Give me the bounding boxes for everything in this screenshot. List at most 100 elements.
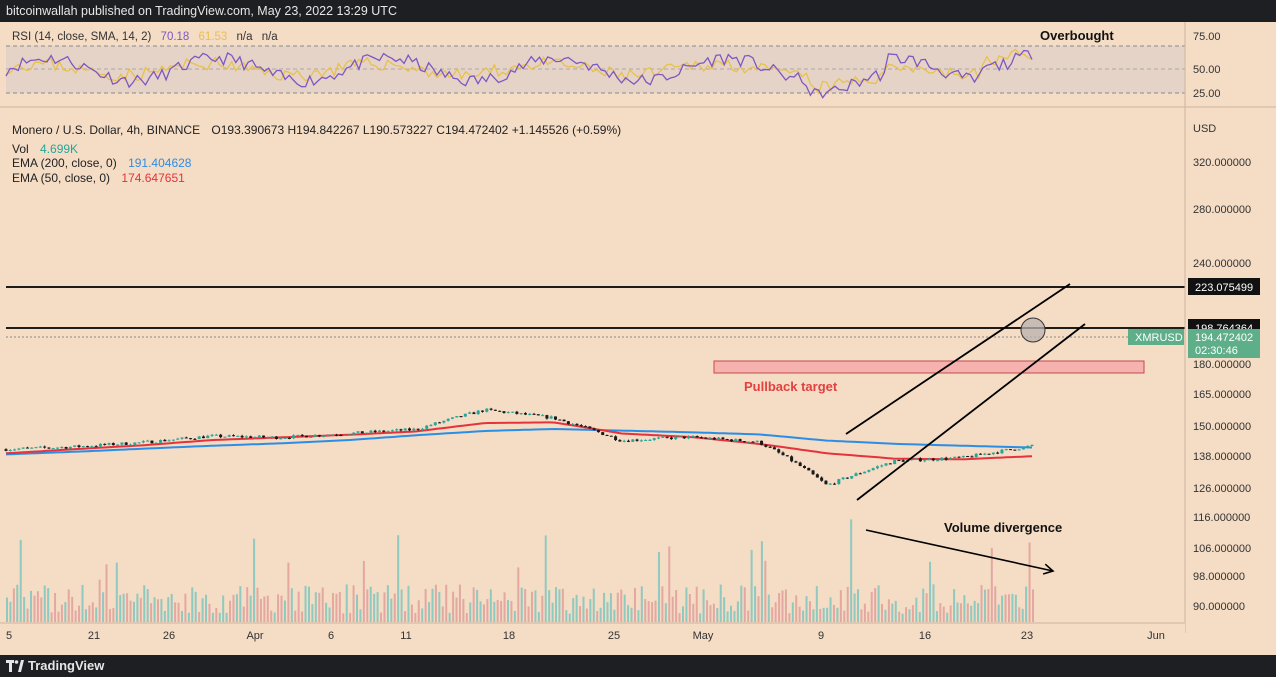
candle bbox=[936, 459, 940, 462]
chart-background bbox=[0, 22, 1276, 655]
volume-bar bbox=[949, 605, 952, 622]
y-tick-240: 240.000000 bbox=[1193, 258, 1251, 270]
volume-bar bbox=[215, 607, 218, 622]
candle bbox=[626, 439, 630, 443]
volume-bar bbox=[126, 593, 129, 622]
symbol-title: Monero / U.S. Dollar, 4h, BINANCE bbox=[12, 123, 200, 137]
volume-bar bbox=[754, 586, 757, 622]
volume-bar bbox=[380, 612, 383, 622]
candle bbox=[815, 473, 819, 478]
volume-bar bbox=[726, 611, 729, 622]
ema200-legend: EMA (200, close, 0) 191.404628 bbox=[12, 156, 192, 170]
candle bbox=[725, 438, 729, 441]
candle bbox=[914, 458, 918, 460]
volume-bar bbox=[959, 603, 962, 622]
x-tick-9: 9 bbox=[818, 630, 824, 642]
volume-bar bbox=[613, 609, 616, 622]
volume-bar bbox=[67, 589, 70, 622]
candle bbox=[4, 448, 8, 452]
volume-bar bbox=[6, 597, 8, 622]
volume-bar bbox=[153, 597, 156, 622]
candle bbox=[704, 437, 708, 439]
price-chart[interactable]: RSI (14, close, SMA, 14, 2) 70.18 61.53 … bbox=[0, 22, 1276, 655]
volume-bar bbox=[242, 606, 245, 622]
volume-bar bbox=[541, 595, 544, 622]
x-tick-16: 16 bbox=[919, 630, 931, 642]
volume-bar bbox=[874, 588, 877, 622]
time-axis[interactable]: 5 21 26 Apr 6 11 18 25 May 9 16 23 Jun bbox=[0, 622, 1185, 655]
candle bbox=[111, 442, 115, 446]
candle bbox=[811, 469, 815, 475]
candle bbox=[1030, 444, 1034, 447]
volume-bar bbox=[850, 519, 853, 622]
volume-bar bbox=[417, 600, 420, 622]
volume-bar bbox=[259, 598, 262, 622]
candle bbox=[369, 429, 373, 434]
volume-bar bbox=[16, 584, 19, 622]
volume-bar bbox=[1011, 593, 1014, 622]
candle bbox=[605, 434, 609, 437]
candle bbox=[772, 446, 776, 450]
candle bbox=[206, 434, 210, 439]
volume-bar bbox=[651, 602, 654, 622]
volume-bar bbox=[146, 589, 149, 622]
candle bbox=[193, 438, 197, 440]
volume-bar bbox=[455, 597, 458, 622]
volume-bar bbox=[91, 602, 94, 622]
volume-bar bbox=[555, 587, 558, 622]
volume-bar bbox=[922, 588, 925, 622]
volume-bar bbox=[263, 596, 266, 622]
candle bbox=[244, 435, 248, 439]
volume-bar bbox=[987, 589, 990, 622]
volume-bar bbox=[905, 607, 908, 622]
volume-bar bbox=[839, 590, 842, 622]
volume-bar bbox=[84, 609, 87, 622]
candle bbox=[798, 461, 802, 467]
volume-bar bbox=[740, 585, 743, 622]
candle bbox=[270, 436, 274, 438]
volume-bar bbox=[709, 605, 712, 622]
candle bbox=[455, 416, 459, 418]
candle bbox=[661, 436, 665, 438]
candle bbox=[584, 425, 588, 428]
candle bbox=[734, 438, 738, 442]
candle bbox=[438, 421, 442, 424]
candle bbox=[596, 429, 600, 433]
time-axis-background bbox=[0, 622, 1185, 655]
candle bbox=[1017, 449, 1021, 451]
candle bbox=[98, 443, 102, 447]
candle bbox=[279, 437, 283, 440]
candle bbox=[918, 457, 922, 462]
candle bbox=[751, 441, 755, 443]
candle bbox=[837, 478, 841, 485]
candle bbox=[103, 443, 107, 446]
price-axis[interactable]: 75.00 50.00 25.00 USD 320.000000 280.000… bbox=[1128, 22, 1260, 633]
candle bbox=[648, 438, 652, 441]
volume-bar bbox=[884, 609, 887, 622]
volume-bar bbox=[88, 605, 91, 622]
candle bbox=[828, 483, 832, 485]
candle bbox=[519, 412, 523, 415]
volume-bar bbox=[328, 607, 331, 622]
volume-bar bbox=[946, 612, 949, 622]
volume-bar bbox=[95, 607, 98, 622]
volume-bar bbox=[102, 592, 105, 622]
candle bbox=[274, 436, 278, 440]
candle bbox=[523, 412, 527, 416]
volume-bar bbox=[832, 604, 835, 622]
volume-bar bbox=[798, 606, 801, 622]
rsi-tick-25: 25.00 bbox=[1193, 88, 1221, 100]
volume-bar bbox=[112, 607, 115, 622]
y-tick-320: 320.000000 bbox=[1193, 157, 1251, 169]
candle bbox=[691, 435, 695, 438]
rsi-sma-value: 61.53 bbox=[199, 31, 228, 43]
volume-bar bbox=[774, 602, 777, 622]
candle bbox=[618, 439, 622, 442]
candle bbox=[292, 434, 296, 440]
volume-bar bbox=[822, 607, 825, 622]
volume-bar bbox=[1025, 586, 1028, 622]
volume-bar bbox=[771, 607, 774, 622]
volume-bar bbox=[856, 589, 859, 622]
volume-bar bbox=[925, 593, 928, 622]
volume-bar bbox=[438, 591, 441, 622]
